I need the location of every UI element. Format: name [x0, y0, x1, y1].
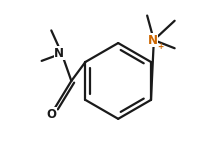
Text: O: O	[46, 108, 56, 121]
Text: N: N	[54, 46, 64, 60]
Text: N: N	[148, 34, 158, 47]
Text: +: +	[158, 42, 164, 51]
